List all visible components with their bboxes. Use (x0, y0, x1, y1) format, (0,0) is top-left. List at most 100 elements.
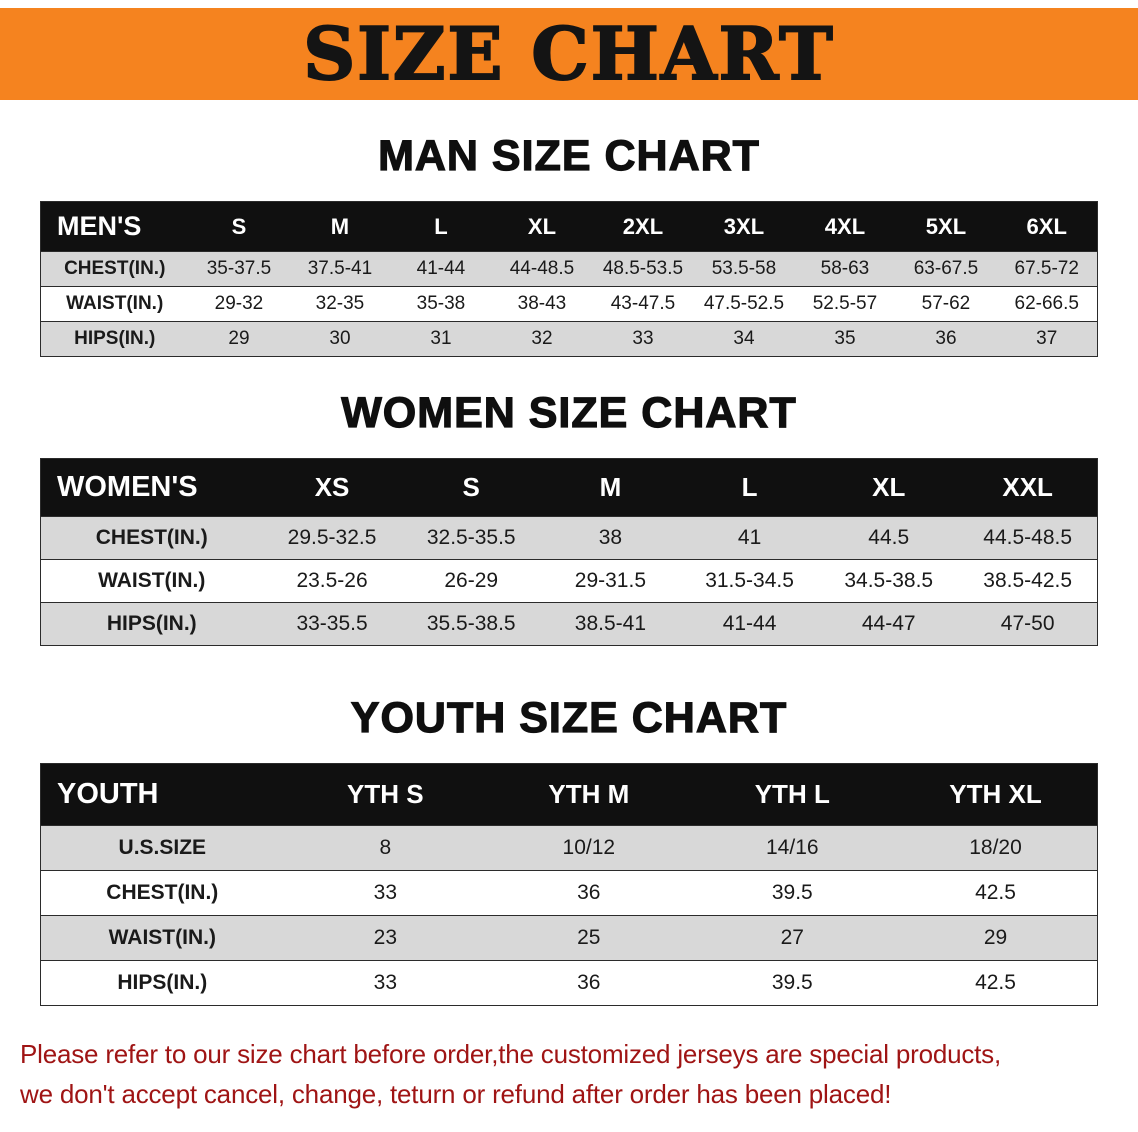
value-cell: 35.5-38.5 (401, 602, 541, 646)
youth-size-table: YOUTH YTH S YTH M YTH L YTH XL U.S.SIZE 8 10/12… (40, 763, 1098, 1006)
row-label-cell: CHEST(IN.) (40, 516, 263, 560)
table-header-row: MEN'S S M L XL 2XL 3XL 4XL 5XL 6XL (40, 201, 1098, 252)
size-column-header: XL (819, 458, 959, 517)
row-label-cell: U.S.SIZE (40, 825, 284, 871)
value-cell: 37 (996, 321, 1098, 357)
man-size-chart-heading: MAN SIZE CHART (377, 131, 760, 180)
value-cell: 44-47 (819, 602, 959, 646)
value-cell: 34.5-38.5 (819, 559, 959, 603)
value-cell: 27 (690, 915, 895, 961)
value-cell: 32 (491, 321, 593, 357)
row-label-cell: WAIST(IN.) (40, 286, 189, 322)
value-cell: 35 (794, 321, 896, 357)
value-cell: 47.5-52.5 (693, 286, 795, 322)
disclaimer: Please refer to our size chart before or… (20, 1034, 1118, 1115)
value-cell: 35-37.5 (188, 251, 290, 287)
value-cell: 38.5-42.5 (958, 559, 1098, 603)
table-row: HIPS(IN.) 29 30 31 32 33 34 35 36 37 (40, 321, 1098, 357)
size-column-header: M (289, 201, 391, 252)
size-column-header: 2XL (592, 201, 694, 252)
size-column-header: S (188, 201, 290, 252)
row-label-cell: HIPS(IN.) (40, 960, 284, 1006)
size-column-header: XXL (958, 458, 1098, 517)
table-row: WAIST(IN.) 29-32 32-35 35-38 38-43 43-47.5 47.… (40, 286, 1098, 322)
value-cell: 38 (540, 516, 680, 560)
value-cell: 34 (693, 321, 795, 357)
value-cell: 23 (283, 915, 488, 961)
table-row: WAIST(IN.) 23 25 27 29 (40, 915, 1098, 961)
value-cell: 39.5 (690, 870, 895, 916)
size-column-header: 5XL (895, 201, 997, 252)
value-cell: 29.5-32.5 (262, 516, 402, 560)
value-cell: 53.5-58 (693, 251, 795, 287)
table-header-row: WOMEN'S XS S M L XL XXL (40, 458, 1098, 517)
table-title-cell: YOUTH (40, 763, 284, 826)
value-cell: 37.5-41 (289, 251, 391, 287)
value-cell: 29-31.5 (540, 559, 680, 603)
table-row: U.S.SIZE 8 10/12 14/16 18/20 (40, 825, 1098, 871)
size-column-header: YTH L (690, 763, 895, 826)
table-row: CHEST(IN.) 29.5-32.5 32.5-35.5 38 41 44.5 44.5… (40, 516, 1098, 560)
value-cell: 10/12 (487, 825, 691, 871)
value-cell: 36 (895, 321, 997, 357)
value-cell: 41 (679, 516, 820, 560)
value-cell: 31 (390, 321, 492, 357)
table-header-row: YOUTH YTH S YTH M YTH L YTH XL (40, 763, 1098, 826)
size-column-header: M (540, 458, 680, 517)
youth-size-chart-section: YOUTH SIZE CHART YOUTH YTH S YTH M YTH L YTH… (0, 693, 1138, 1006)
row-label-cell: HIPS(IN.) (40, 321, 189, 357)
value-cell: 29-32 (188, 286, 290, 322)
value-cell: 32-35 (289, 286, 391, 322)
row-label-cell: WAIST(IN.) (40, 915, 284, 961)
size-column-header: L (679, 458, 820, 517)
value-cell: 38-43 (491, 286, 593, 322)
disclaimer-line-1: Please refer to our size chart before or… (20, 1039, 1002, 1069)
value-cell: 62-66.5 (996, 286, 1098, 322)
value-cell: 48.5-53.5 (592, 251, 694, 287)
table-row: HIPS(IN.) 33-35.5 35.5-38.5 38.5-41 41-44 44-… (40, 602, 1098, 646)
value-cell: 41-44 (390, 251, 492, 287)
size-column-header: 3XL (693, 201, 795, 252)
value-cell: 44.5 (819, 516, 959, 560)
womens-size-table: WOMEN'S XS S M L XL XXL CHEST(IN.) 29.5-32.5 32.5… (40, 458, 1098, 646)
value-cell: 32.5-35.5 (401, 516, 541, 560)
value-cell: 52.5-57 (794, 286, 896, 322)
row-label-cell: WAIST(IN.) (40, 559, 263, 603)
value-cell: 29 (188, 321, 290, 357)
value-cell: 25 (487, 915, 691, 961)
size-column-header: 6XL (996, 201, 1098, 252)
value-cell: 33 (283, 870, 488, 916)
value-cell: 58-63 (794, 251, 896, 287)
size-column-header: XS (262, 458, 402, 517)
size-column-header: 4XL (794, 201, 896, 252)
value-cell: 31.5-34.5 (679, 559, 820, 603)
women-size-chart-section: WOMEN SIZE CHART WOMEN'S XS S M L XL XXL CHEST(… (0, 388, 1138, 646)
table-row: CHEST(IN.) 35-37.5 37.5-41 41-44 44-48.5 48.5… (40, 251, 1098, 287)
value-cell: 41-44 (679, 602, 820, 646)
value-cell: 44.5-48.5 (958, 516, 1098, 560)
value-cell: 33 (283, 960, 488, 1006)
value-cell: 8 (283, 825, 488, 871)
value-cell: 57-62 (895, 286, 997, 322)
value-cell: 23.5-26 (262, 559, 402, 603)
table-row: HIPS(IN.) 33 36 39.5 42.5 (40, 960, 1098, 1006)
value-cell: 38.5-41 (540, 602, 680, 646)
man-size-chart-section: MAN SIZE CHART MEN'S S M L XL 2XL 3XL 4XL 5XL 6XL… (0, 131, 1138, 357)
row-label-cell: CHEST(IN.) (40, 251, 189, 287)
value-cell: 35-38 (390, 286, 492, 322)
size-column-header: XL (491, 201, 593, 252)
value-cell: 36 (487, 960, 691, 1006)
table-row: CHEST(IN.) 33 36 39.5 42.5 (40, 870, 1098, 916)
row-label-cell: CHEST(IN.) (40, 870, 284, 916)
value-cell: 18/20 (894, 825, 1098, 871)
value-cell: 67.5-72 (996, 251, 1098, 287)
size-column-header: L (390, 201, 492, 252)
value-cell: 26-29 (401, 559, 541, 603)
value-cell: 33 (592, 321, 694, 357)
value-cell: 47-50 (958, 602, 1098, 646)
table-title-cell: WOMEN'S (40, 458, 263, 517)
table-title-cell: MEN'S (40, 201, 189, 252)
value-cell: 42.5 (894, 870, 1098, 916)
disclaimer-line-2: we don't accept cancel, change, teturn o… (20, 1079, 892, 1110)
